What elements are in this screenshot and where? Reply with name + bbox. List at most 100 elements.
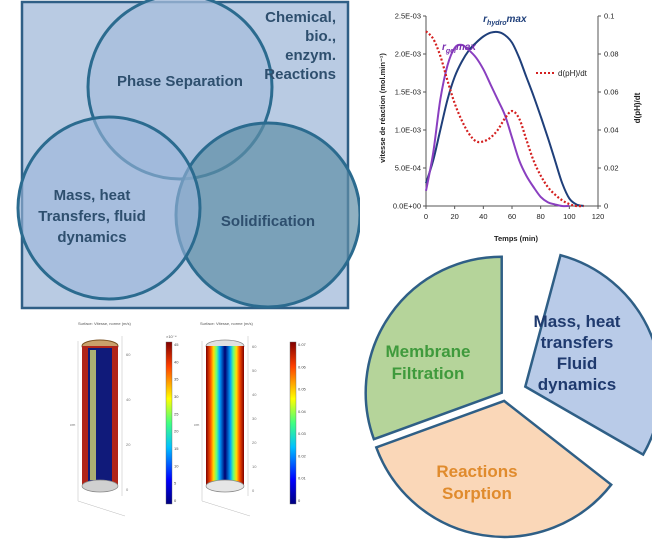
colorbar-tick: 10 — [174, 463, 179, 468]
svg-text:Mass, heat: Mass, heat — [534, 312, 621, 331]
pie-slice-reactions-sorption — [374, 399, 613, 539]
svg-text:transfers: transfers — [541, 333, 614, 352]
colorbar-tick: 15 — [174, 446, 179, 451]
svg-text:50: 50 — [252, 368, 257, 373]
colorbar-tick: 0.05 — [298, 387, 307, 392]
svg-text:Reactions: Reactions — [436, 462, 517, 481]
y-axis-left-title: vitesse de réaction (mol.min⁻¹) — [378, 53, 387, 163]
series-line-0 — [425, 30, 584, 207]
colorbar-tick: 20 — [174, 429, 179, 434]
series-line-1 — [425, 43, 570, 208]
legend-label-dph: d(pH)/dt — [558, 69, 588, 78]
svg-text:60: 60 — [126, 352, 131, 357]
y-right-tick-labels: 0 0.02 0.04 0.06 0.08 0.1 — [598, 12, 619, 211]
colorbar-tick: 0.01 — [298, 476, 307, 481]
svg-text:20: 20 — [126, 442, 131, 447]
pie-slice-membrane-filtration — [364, 255, 503, 441]
y-right-tick-label: 0.02 — [604, 164, 619, 173]
y-left-tick-label: 0.0E+00 — [393, 202, 421, 211]
svg-text:Chemical,: Chemical, — [265, 9, 336, 26]
colorbar-tick: 5 — [174, 481, 177, 486]
svg-text:40: 40 — [126, 397, 131, 402]
x-axis-title: Temps (min) — [494, 234, 539, 243]
simulation-left-title: Surface: Vitesse, norme (m/s) — [78, 321, 132, 326]
colorbar-tick: 25 — [174, 411, 179, 416]
venn-label-mass-heat-transfers: Mass, heat Transfers, fluid dynamics — [38, 187, 146, 246]
y-left-tick-label: 1.5E-03 — [395, 88, 421, 97]
legend: d(pH)/dt — [536, 69, 588, 78]
x-tick-label: 40 — [479, 212, 487, 221]
y-right-tick-label: 0 — [604, 202, 608, 211]
simulation-right: Surface: Vitesse, norme (m/s) 60 50 40 3… — [194, 321, 307, 517]
svg-text:Transfers, fluid: Transfers, fluid — [38, 208, 146, 225]
svg-text:enzym.: enzym. — [285, 47, 336, 64]
circle-mass-heat-transfers — [16, 115, 202, 301]
y-axis-right-title: d(pH)/dt — [633, 92, 642, 123]
pie-label-reactions-sorption: Reactions Sorption — [436, 462, 517, 503]
colorbar-right-ticks: 0.07 0.06 0.05 0.04 0.03 0.02 0.01 0 — [298, 342, 307, 503]
pie-label-membrane-filtration: Membrane Filtration — [385, 342, 470, 383]
y-left-tick-label: 1.0E-03 — [395, 126, 421, 135]
venn-label-phase-separation: Phase Separation — [117, 73, 243, 90]
svg-text:dynamics: dynamics — [57, 229, 126, 246]
annotation-gel: rgelmax — [442, 42, 476, 55]
svg-text:20: 20 — [252, 440, 257, 445]
y-left-tick-label: 5.0E-04 — [395, 164, 421, 173]
pie-label-mass-heat-transfers: Mass, heat transfers Fluid dynamics — [534, 312, 621, 394]
x-tick-label: 80 — [536, 212, 544, 221]
svg-text:Filtration: Filtration — [392, 364, 465, 383]
colorbar-left — [165, 341, 173, 505]
svg-text:Mass, heat: Mass, heat — [54, 187, 131, 204]
svg-text:30: 30 — [252, 416, 257, 421]
simulation-right-title: Surface: Vitesse, norme (m/s) — [200, 321, 254, 326]
process-pie: Membrane Filtration Mass, heat transfers… — [364, 253, 652, 539]
svg-text:Reactions: Reactions — [264, 66, 336, 83]
svg-text:10: 10 — [252, 464, 257, 469]
annotation-layer: rhydromax rgelmax — [442, 14, 527, 55]
y-right-tick-label: 0.06 — [604, 88, 619, 97]
scale-exponent-left: ×10⁻⁴ — [166, 334, 177, 339]
y-right-tick-label: 0.08 — [604, 50, 619, 59]
colorbar-tick: 0.02 — [298, 453, 307, 458]
reaction-rate-chart: 0 20 40 60 80 100 120 0.0E+00 5.0E-04 1.0E-03 1.5… — [378, 12, 642, 244]
svg-text:Sorption: Sorption — [442, 484, 512, 503]
svg-text:0: 0 — [252, 488, 255, 493]
venn-label-solidification: Solidification — [221, 213, 315, 230]
svg-text:bio.,: bio., — [305, 28, 336, 45]
colorbar-tick: 40 — [174, 359, 179, 364]
y-right-tick-label: 0.04 — [604, 126, 619, 135]
venn-corner-label: Chemical, bio., enzym. Reactions — [264, 9, 336, 83]
velocity-simulations: Surface: Vitesse, norme (m/s) 60 40 20 0… — [70, 321, 307, 517]
series-layer — [425, 30, 584, 208]
svg-text:Fluid: Fluid — [557, 354, 598, 373]
colorbar-tick: 0.04 — [298, 409, 307, 414]
svg-text:dynamics: dynamics — [538, 375, 616, 394]
venn-diagram: Phase Separation Solidification Mass, he… — [16, 0, 360, 310]
y-left-tick-labels: 0.0E+00 5.0E-04 1.0E-03 1.5E-03 2.0E-03 2.5E-… — [393, 12, 426, 211]
x-tick-label: 20 — [450, 212, 458, 221]
colorbar-tick: 0 — [174, 498, 177, 503]
simulation-left: Surface: Vitesse, norme (m/s) 60 40 20 0… — [70, 321, 179, 517]
colorbar-right — [289, 341, 297, 505]
x-tick-label: 0 — [424, 212, 428, 221]
colorbar-tick: 35 — [174, 377, 179, 382]
colorbar-tick: 30 — [174, 394, 179, 399]
colorbar-tick: 0 — [298, 498, 301, 503]
y-right-tick-label: 0.1 — [604, 12, 614, 21]
y-left-tick-label: 2.5E-03 — [395, 12, 421, 21]
colorbar-tick: 45 — [174, 342, 179, 347]
y-left-tick-label: 2.0E-03 — [395, 50, 421, 59]
x-tick-label: 60 — [508, 212, 516, 221]
svg-text:60: 60 — [252, 344, 257, 349]
pie-slice-mass-heat-transfers — [523, 253, 652, 457]
colorbar-tick: 0.06 — [298, 364, 307, 369]
svg-text:cm: cm — [194, 422, 200, 427]
cylinder-right-body — [206, 346, 244, 486]
x-tick-labels: 0 20 40 60 80 100 120 — [424, 206, 604, 221]
colorbar-left-ticks: 45 40 35 30 25 20 15 10 5 0 — [174, 342, 179, 503]
colorbar-tick: 0.07 — [298, 342, 307, 347]
x-tick-label: 120 — [592, 212, 605, 221]
svg-text:0: 0 — [126, 487, 129, 492]
axis-ticks-right: 60 50 40 30 20 10 0 — [252, 344, 257, 493]
axis-ticks-left: 60 40 20 0 — [126, 352, 131, 492]
